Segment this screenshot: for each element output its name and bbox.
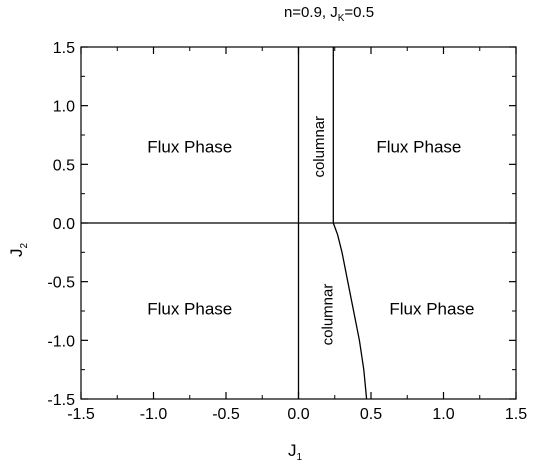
y-tick-label: 0.0 [53, 216, 75, 233]
region-label-upper-right: Flux Phase [376, 138, 461, 157]
y-tick-label: 1.0 [53, 99, 75, 116]
x-tick-label: 0.5 [360, 406, 382, 423]
region-label-upper-left: Flux Phase [147, 138, 232, 157]
boundary-lower-right [332, 222, 368, 400]
x-tick-label: -1.0 [140, 406, 168, 423]
plot-area: -1.5 -1.0 -0.5 0.0 0.5 1.0 1.5 1.5 1.0 0.5 0.0 -0.5… [47, 40, 527, 423]
y-tick-label: -1.5 [47, 392, 75, 409]
x-tick-label: -1.5 [67, 406, 95, 423]
x-axis-title: J1 [288, 441, 303, 461]
y-tick-label: 1.5 [53, 40, 75, 57]
region-label-lower-right: Flux Phase [389, 300, 474, 319]
x-tick-label: 1.0 [432, 406, 454, 423]
x-tick-label: 0.0 [287, 406, 309, 423]
y-axis-title: J2 [7, 243, 30, 258]
y-tick-label: -0.5 [47, 275, 75, 292]
y-tick-label: 0.5 [53, 157, 75, 174]
chart-title: n=0.9, JK=0.5 [284, 4, 374, 24]
region-label-lower-left: Flux Phase [147, 300, 232, 319]
x-tick-label: 1.5 [505, 406, 527, 423]
region-label-upper-columnar: columnar [311, 116, 328, 178]
y-tick-label: -1.0 [47, 333, 75, 350]
x-tick-label: -0.5 [212, 406, 240, 423]
region-label-lower-columnar: columnar [320, 284, 337, 346]
